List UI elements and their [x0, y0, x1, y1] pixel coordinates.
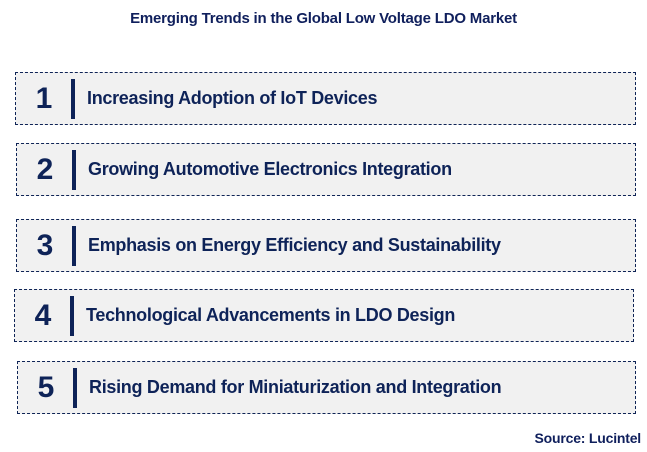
trend-label: Growing Automotive Electronics Integrati…	[88, 159, 452, 179]
trend-item-4: 4 Technological Advancements in LDO Desi…	[14, 289, 634, 342]
trend-item-1: 1 Increasing Adoption of IoT Devices	[15, 72, 636, 125]
trend-label: Emphasis on Energy Efficiency and Sustai…	[88, 235, 501, 255]
divider-bar	[71, 79, 75, 119]
trend-number: 4	[34, 298, 52, 332]
divider-bar	[72, 226, 76, 266]
trend-number: 5	[37, 370, 55, 404]
trend-item-5: 5 Rising Demand for Miniaturization and …	[17, 361, 636, 414]
trend-item-3: 3 Emphasis on Energy Efficiency and Sust…	[16, 219, 636, 272]
trend-number: 3	[36, 228, 54, 262]
divider-bar	[73, 368, 77, 408]
trend-number: 1	[35, 81, 53, 115]
trend-label: Rising Demand for Miniaturization and In…	[89, 377, 502, 397]
divider-bar	[72, 150, 76, 190]
trend-number: 2	[36, 152, 54, 186]
diagram-title: Emerging Trends in the Global Low Voltag…	[130, 10, 517, 27]
source-credit: Source: Lucintel	[534, 430, 642, 446]
divider-bar	[70, 296, 74, 336]
trend-label: Technological Advancements in LDO Design	[86, 305, 456, 325]
trend-item-2: 2 Growing Automotive Electronics Integra…	[16, 143, 636, 196]
trend-label: Increasing Adoption of IoT Devices	[87, 88, 378, 108]
